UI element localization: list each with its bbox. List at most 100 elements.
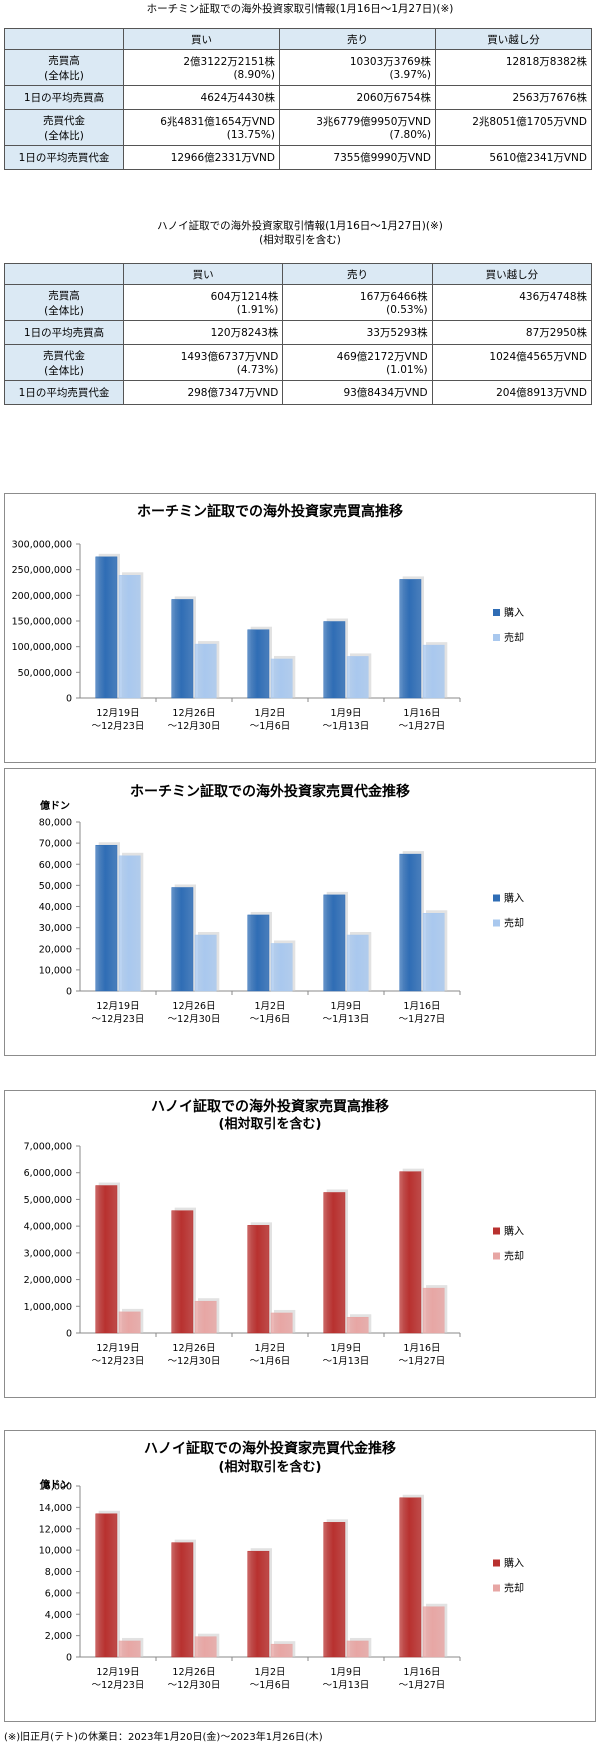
bar-sell [270, 658, 293, 699]
y-tick-label: 10,000 [39, 1546, 72, 1557]
y-tick-label: 150,000,000 [12, 617, 72, 628]
hn-volume-chart: ハノイ証取での海外投資家売買高推移(相対取引を含む) 0 1,000,000 2,00… [24, 1098, 524, 1367]
y-tick-label: 30,000 [39, 923, 72, 934]
cell-line [437, 364, 587, 377]
bar-buy [95, 844, 118, 992]
cell-line: 2060万6754株 [356, 92, 431, 104]
bar-buy [95, 1513, 118, 1658]
x-tick-label: 1月2日 [254, 708, 285, 719]
footnote: (※)旧正月(テト)の休業日：2023年1月20日(金)～2023年1月26日(… [4, 1732, 323, 1743]
cell-line: (4.73%) [236, 363, 279, 376]
bar-sell [118, 855, 141, 992]
table-cell: 604万1214株 (1.91%) [122, 284, 284, 321]
bar-buy [399, 853, 422, 992]
row-label-line: 売買高 [48, 54, 80, 67]
x-tick-label: ～1月27日 [399, 721, 446, 732]
bar-buy [247, 1550, 270, 1658]
bar-buy [399, 1497, 422, 1658]
x-tick-label: 12月19日 [96, 1001, 139, 1012]
hcm-volume-chart: ホーチミン証取での海外投資家売買高推移 0 50,000,000 100,000,00… [12, 503, 524, 732]
cell-line: 87万2950株 [525, 327, 587, 339]
cell-line: 167万6466株 [359, 290, 428, 303]
hn-value-chart: ハノイ証取での海外投資家売買代金推移 (相対取引を含む) 億ドン 0 2,000 4,00… [39, 1440, 524, 1691]
cell-line: 2563万7676株 [512, 92, 587, 104]
cell-line: 2億3122万2151株 [183, 55, 275, 68]
x-tick-label: ～1月13日 [323, 1680, 370, 1691]
y-tick-label: 300,000,000 [12, 540, 72, 551]
bar-buy [95, 556, 118, 699]
row-label-line: 売買代金 [43, 114, 85, 127]
bar-sell [194, 1300, 217, 1334]
legend-label-buy: 購入 [504, 1557, 524, 1570]
y-tick-label: 2,000 [45, 1631, 72, 1642]
table-cell: 6兆4831億1654万VND (13.75%) [123, 109, 280, 146]
hn-table-title: ハノイ証取での海外投資家取引情報(1月16日～1月27日)(※) [157, 220, 443, 232]
bar-sell [346, 934, 369, 992]
column-header: 買い越し分 [435, 28, 592, 50]
y-tick-label: 0 [66, 1653, 72, 1664]
bar-sell [346, 656, 369, 699]
bar-sell [346, 1316, 369, 1334]
table-cell: 436万4748株 [431, 284, 593, 321]
bar-sell [422, 1606, 445, 1658]
y-tick-label: 50,000,000 [18, 668, 72, 679]
table-cell: 93億8434万VND [282, 380, 433, 405]
legend-label-sell: 売却 [504, 1250, 524, 1263]
x-tick-label: ～12月23日 [92, 721, 145, 732]
y-tick-label: 5,000,000 [24, 1195, 72, 1206]
bar-sell [118, 1640, 141, 1658]
legend-swatch-buy [493, 1227, 500, 1235]
bar-buy [323, 894, 346, 992]
x-tick-label: 1月16日 [403, 1001, 440, 1012]
x-tick-label: 12月19日 [96, 1343, 139, 1354]
bar-buy [399, 1171, 422, 1334]
bar-buy [247, 629, 270, 699]
table-row: 1日の平均売買高 120万8243株 33万5293株 87万2950株 [4, 320, 593, 345]
x-tick-label: ～12月30日 [168, 721, 221, 732]
table-cell: 120万8243株 [122, 320, 284, 345]
row-label: 1日の平均売買代金 [4, 145, 124, 170]
legend-label-sell: 売却 [504, 631, 524, 644]
table-cell: 204億8913万VND [431, 380, 593, 405]
hn-trading-table: 買い 売り 買い越し分 売買高 (全体比) 604万1214株 (1.91%) 167万646… [4, 263, 593, 405]
x-tick-label: ～12月23日 [92, 1680, 145, 1691]
cell-line: 6兆4831億1654万VND [160, 115, 275, 128]
row-label-line: 1日の平均売買高 [23, 92, 105, 104]
y-tick-label: 8,000 [45, 1567, 72, 1578]
table-cell: 1493億6737万VND (4.73%) [122, 344, 284, 381]
y-tick-label: 100,000,000 [12, 642, 72, 653]
x-tick-label: 1月9日 [330, 1001, 361, 1012]
cell-line: (0.53%) [386, 303, 428, 316]
bar-sell [194, 1636, 217, 1658]
cell-line: 469億2172万VND [336, 350, 428, 363]
x-tick-label: ～12月23日 [92, 1014, 145, 1025]
table-cell: 298億7347万VND [122, 380, 284, 405]
legend-swatch-sell [493, 1252, 500, 1260]
table-row: 売買代金 (全体比) 1493億6737万VND (4.73%) 469億2172万VN… [4, 344, 593, 381]
bar-buy [399, 579, 422, 699]
table-cell: 87万2950株 [431, 320, 593, 345]
cell-line: (7.80%) [389, 128, 431, 141]
legend-swatch-sell [493, 919, 500, 927]
y-tick-label: 6,000 [45, 1588, 72, 1599]
column-header: 買い [122, 263, 284, 285]
cell-line: (1.01%) [386, 363, 428, 376]
x-tick-label: 1月9日 [330, 1667, 361, 1678]
y-tick-label: 4,000 [45, 1610, 72, 1621]
row-label-line: (全体比) [44, 364, 84, 377]
y-tick-label: 50,000 [39, 881, 72, 892]
y-tick-label: 3,000,000 [24, 1248, 72, 1259]
x-tick-label: ～12月23日 [92, 1356, 145, 1367]
cell-line: 3兆6779億9950万VND [316, 115, 431, 128]
row-label-line: (全体比) [44, 129, 84, 142]
chart-title: ホーチミン証取での海外投資家売買代金推移 [130, 783, 410, 800]
y-tick-label: 40,000 [39, 902, 72, 913]
x-tick-label: 12月26日 [172, 1343, 215, 1354]
cell-line [440, 129, 587, 142]
hcm-table-title: ホーチミン証取での海外投資家取引情報(1月16日～1月27日)(※) [146, 3, 454, 15]
x-tick-label: ～1月6日 [250, 1356, 291, 1367]
x-tick-label: ～1月27日 [399, 1680, 446, 1691]
table-cell: 2563万7676株 [435, 85, 592, 110]
table-cell: 7355億9990万VND [279, 145, 436, 170]
